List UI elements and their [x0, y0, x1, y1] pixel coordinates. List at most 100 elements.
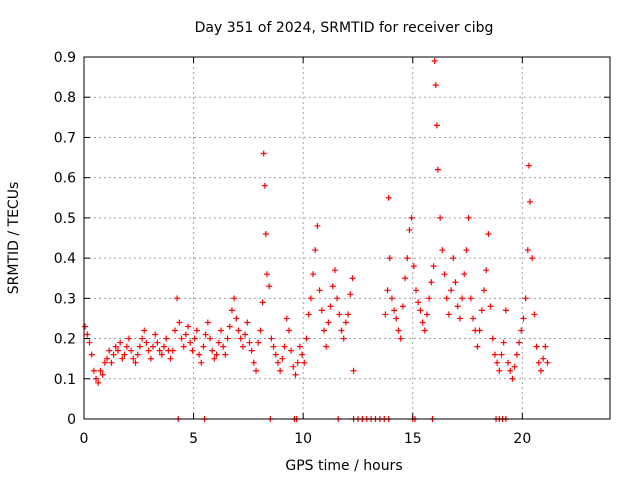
data-point — [336, 311, 343, 318]
data-point — [101, 359, 108, 366]
data-point — [220, 343, 227, 350]
data-point — [430, 263, 437, 270]
data-point — [196, 351, 203, 358]
x-tick-label: 0 — [80, 431, 89, 447]
data-point — [226, 323, 233, 330]
data-point — [388, 295, 395, 302]
data-point — [125, 335, 132, 342]
data-point — [136, 343, 143, 350]
data-point — [255, 339, 262, 346]
axis-ticks: 0 0.1 0.2 0.3 0.4 0.5 0.6 0.7 0.8 0.9 0 5 10 15 20 — [54, 50, 610, 447]
data-point — [448, 287, 455, 294]
data-point — [496, 367, 503, 374]
data-point — [307, 295, 314, 302]
data-point — [169, 347, 176, 354]
data-point — [487, 303, 494, 310]
data-point — [329, 283, 336, 290]
x-axis-label: GPS time / hours — [285, 458, 402, 474]
data-point — [404, 255, 411, 262]
data-point — [342, 319, 349, 326]
data-point — [426, 295, 433, 302]
data-point — [239, 343, 246, 350]
data-point — [224, 335, 231, 342]
y-axis-label: SRMTID / TECUs — [6, 182, 22, 295]
data-point — [283, 315, 290, 322]
data-point — [262, 230, 269, 237]
data-point — [524, 247, 531, 254]
data-point — [450, 255, 457, 262]
data-point — [498, 351, 505, 358]
data-point — [476, 327, 483, 334]
data-point — [505, 359, 512, 366]
data-point — [511, 363, 518, 370]
data-point — [279, 355, 286, 362]
data-point — [491, 351, 498, 358]
data-point — [314, 222, 321, 229]
data-point — [130, 355, 137, 362]
data-point — [443, 295, 450, 302]
y-tick-label: 0.9 — [54, 50, 76, 66]
data-point — [191, 335, 198, 342]
data-point — [320, 327, 327, 334]
y-tick-label: 0.1 — [54, 372, 76, 388]
data-point — [88, 351, 95, 358]
data-point — [211, 355, 218, 362]
data-point — [277, 367, 284, 374]
data-point — [433, 122, 440, 129]
data-point — [180, 343, 187, 350]
data-point — [114, 347, 121, 354]
data-point — [459, 295, 466, 302]
data-point — [525, 162, 532, 169]
data-point — [485, 230, 492, 237]
data-point — [207, 335, 214, 342]
data-point — [445, 311, 452, 318]
data-point — [518, 327, 525, 334]
data-point — [231, 295, 238, 302]
data-point — [84, 331, 91, 338]
data-point — [483, 267, 490, 274]
data-point — [331, 267, 338, 274]
data-point — [338, 327, 345, 334]
data-point — [182, 331, 189, 338]
data-point — [244, 319, 251, 326]
data-point — [121, 351, 128, 358]
data-point — [500, 339, 507, 346]
data-point — [93, 375, 100, 382]
data-point — [189, 347, 196, 354]
data-point — [119, 355, 126, 362]
data-point — [285, 327, 292, 334]
chart-title: Day 351 of 2024, SRMTID for receiver cib… — [195, 20, 494, 36]
data-point — [253, 367, 260, 374]
data-point — [323, 343, 330, 350]
data-point — [261, 182, 268, 189]
data-point — [461, 271, 468, 278]
data-point — [502, 307, 509, 314]
data-point — [480, 287, 487, 294]
data-point — [200, 343, 207, 350]
data-point — [143, 339, 150, 346]
data-point — [301, 359, 308, 366]
data-point — [417, 307, 424, 314]
data-point — [154, 339, 161, 346]
data-point — [494, 359, 501, 366]
data-point — [141, 327, 148, 334]
data-point — [222, 351, 229, 358]
data-point — [456, 315, 463, 322]
data-point — [257, 327, 264, 334]
data-point — [176, 319, 183, 326]
data-point — [478, 307, 485, 314]
data-point — [167, 355, 174, 362]
data-point — [391, 307, 398, 314]
data-point — [531, 311, 538, 318]
y-tick-label: 0.4 — [54, 251, 76, 267]
data-point — [163, 335, 170, 342]
data-point — [452, 279, 459, 286]
data-point — [347, 291, 354, 298]
data-point — [489, 335, 496, 342]
data-point — [178, 335, 185, 342]
data-point — [274, 359, 281, 366]
data-point — [112, 343, 119, 350]
data-point — [123, 343, 130, 350]
data-point — [106, 347, 113, 354]
data-point — [95, 379, 102, 386]
